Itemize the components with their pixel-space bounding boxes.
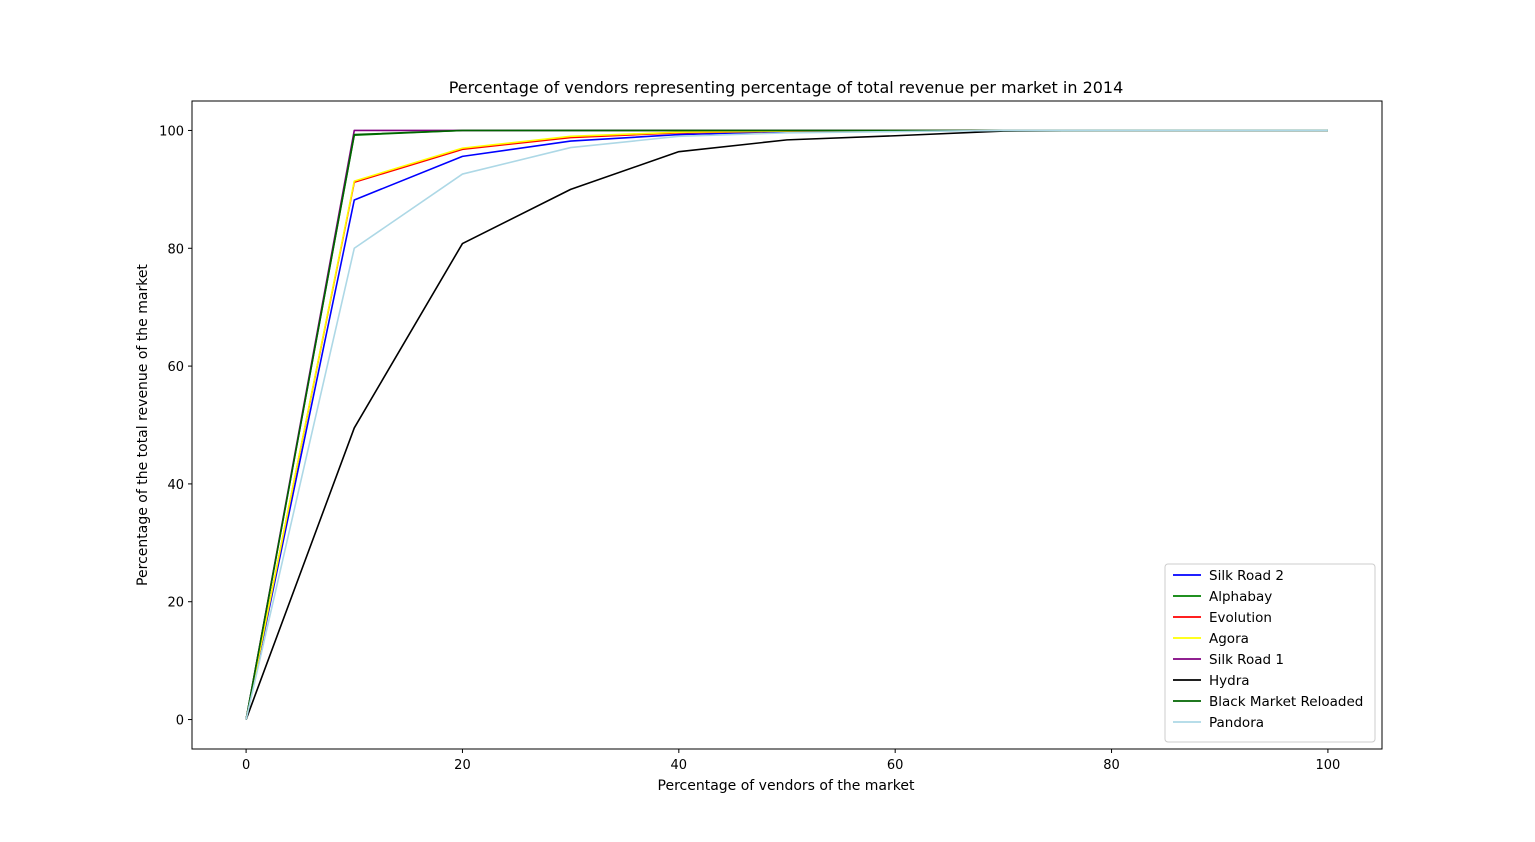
y-axis-label: Percentage of the total revenue of the m… <box>135 264 151 586</box>
x-tick-label: 60 <box>887 758 904 773</box>
y-tick-label: 60 <box>167 360 184 375</box>
legend-box <box>1164 563 1376 743</box>
y-axis-ticks: 0 20 40 60 80 100 <box>159 124 192 729</box>
y-tick-label: 20 <box>167 596 184 611</box>
x-tick-label: 40 <box>671 758 688 773</box>
y-tick-label: 0 <box>176 714 184 729</box>
legend: Silk Road 2 Alphabay Evolution Agora Silk Ro… <box>1164 563 1376 743</box>
legend-entry: Silk Road 1 <box>1209 652 1284 668</box>
x-tick-label: 0 <box>242 758 250 773</box>
legend-entry: Evolution <box>1209 610 1272 626</box>
y-tick-label: 100 <box>159 124 184 139</box>
series-line-7 <box>245 129 1328 720</box>
y-tick-label: 40 <box>167 478 184 493</box>
x-axis-label: Percentage of vendors of the market <box>658 778 915 794</box>
legend-entry: Silk Road 2 <box>1209 568 1284 584</box>
legend-entry: Pandora <box>1209 715 1264 731</box>
x-axis-ticks: 0 20 40 60 80 100 <box>242 749 1340 773</box>
x-tick-label: 20 <box>454 758 471 773</box>
x-tick-label: 80 <box>1103 758 1120 773</box>
chart-title: Percentage of vendors representing perce… <box>449 78 1124 97</box>
legend-entry: Agora <box>1209 631 1249 647</box>
legend-entry: Alphabay <box>1209 589 1272 605</box>
y-tick-label: 80 <box>167 242 184 257</box>
plot-frame <box>191 100 1383 750</box>
legend-entry: Black Market Reloaded <box>1209 694 1363 710</box>
legend-entry: Hydra <box>1209 673 1250 689</box>
x-tick-label: 100 <box>1315 758 1340 773</box>
plot-lines <box>245 129 1328 720</box>
